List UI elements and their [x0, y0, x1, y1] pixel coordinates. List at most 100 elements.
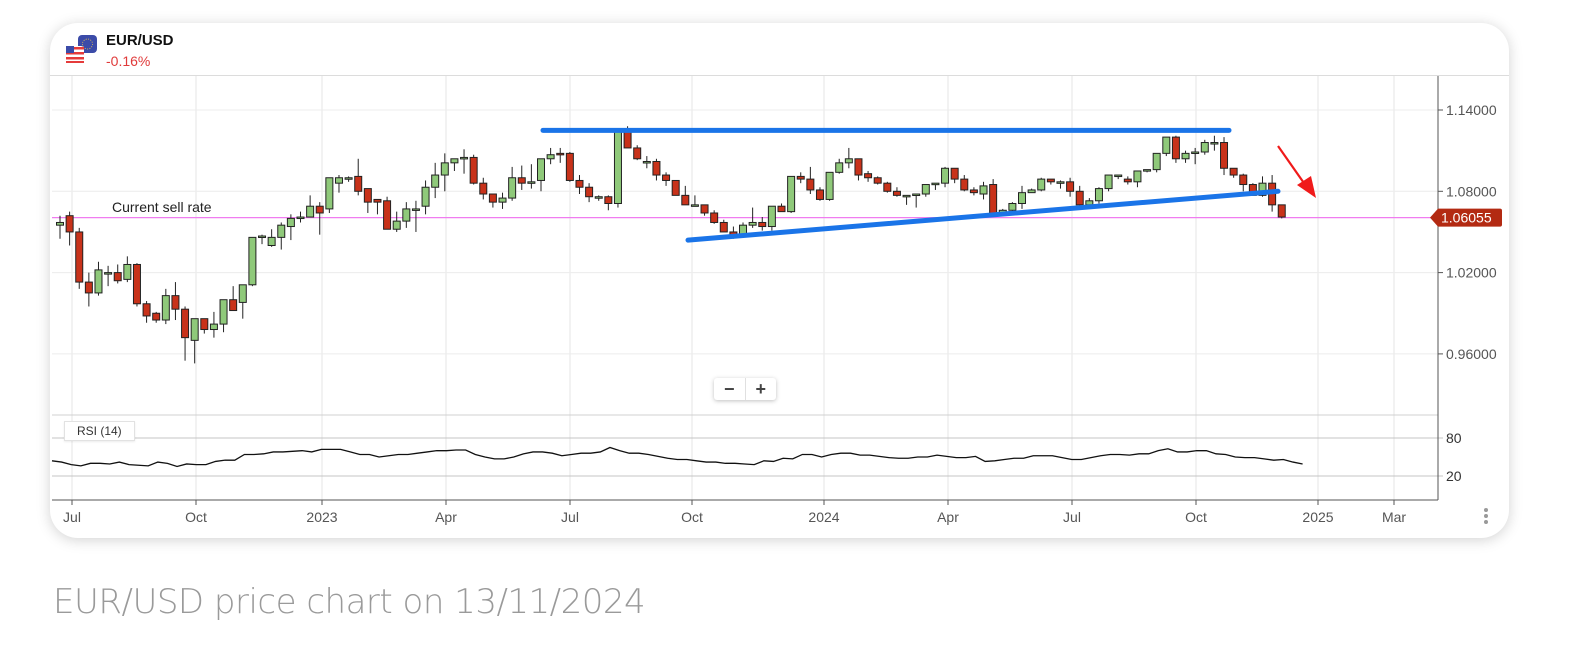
- candle-body-bearish: [758, 221, 767, 228]
- time-tick-label: Jul: [1063, 509, 1081, 525]
- candle: [209, 311, 218, 338]
- candle: [517, 165, 526, 190]
- candlesticks: [56, 126, 1286, 364]
- candle-body-bullish: [450, 158, 459, 164]
- candle-body-bullish: [248, 236, 257, 286]
- price-tick-label: 1.08000: [1446, 183, 1497, 199]
- candle: [825, 171, 834, 201]
- candle: [806, 166, 815, 195]
- candle: [190, 318, 199, 364]
- candle: [56, 215, 64, 239]
- candle-body-bearish: [200, 318, 209, 331]
- candle: [161, 288, 170, 325]
- candle-body-bullish: [94, 269, 103, 294]
- time-axis: Jul Oct 2023 Apr Jul Oct 2024 Apr Jul Oct 2025 Mar: [63, 500, 1406, 525]
- candle-body-bearish: [671, 179, 680, 196]
- candle: [1027, 188, 1036, 194]
- price-axis: 1.14000 1.08000 1.02000 0.96000 80 20: [1438, 102, 1497, 484]
- candle-body-bearish: [633, 147, 642, 160]
- candle-body-bullish: [1008, 202, 1017, 211]
- candle: [171, 282, 180, 321]
- candle-body-bearish: [710, 212, 719, 223]
- candle-body-bullish: [440, 162, 449, 176]
- price-tick-label: 1.02000: [1446, 265, 1497, 281]
- candle-body-bearish: [373, 198, 382, 203]
- candle: [296, 211, 305, 223]
- time-tick-label: Mar: [1382, 509, 1406, 525]
- candle-body-bullish: [344, 177, 353, 180]
- candle: [1133, 170, 1142, 188]
- candle-body-bullish: [56, 221, 64, 226]
- time-tick-label: 2023: [306, 509, 337, 525]
- candle-body-bearish: [152, 312, 161, 321]
- zoom-out-button[interactable]: −: [723, 378, 735, 399]
- candle: [469, 154, 478, 185]
- candle-body-bullish: [1143, 169, 1152, 172]
- candle-body-bearish: [75, 231, 84, 283]
- more-options-icon[interactable]: [1480, 507, 1492, 527]
- candle: [681, 185, 690, 206]
- candle: [787, 175, 796, 213]
- candle: [537, 158, 545, 192]
- trendline-support[interactable]: [685, 188, 1281, 243]
- candle: [613, 131, 622, 208]
- price-tick-label: 0.96000: [1446, 346, 1497, 362]
- rsi-tick-label: 20: [1446, 468, 1462, 484]
- candle-body-bearish: [777, 205, 786, 213]
- candle: [142, 301, 151, 323]
- candle: [334, 175, 343, 193]
- rsi-indicator-label[interactable]: RSI (14): [64, 421, 135, 441]
- candle: [123, 256, 132, 283]
- candle: [152, 311, 161, 323]
- candle-body-bearish: [181, 308, 190, 339]
- candle: [700, 204, 709, 216]
- time-tick-label: Jul: [561, 509, 579, 525]
- candle-body-bullish: [787, 175, 796, 213]
- candle: [690, 195, 699, 207]
- candle: [1018, 185, 1026, 209]
- candle-body-bullish: [1152, 152, 1161, 171]
- candle: [758, 217, 767, 231]
- grid-lines: [52, 76, 1438, 500]
- candle: [835, 158, 844, 174]
- candle: [1229, 167, 1238, 178]
- candle-body-bearish: [315, 205, 324, 214]
- candle: [248, 236, 257, 287]
- candle: [950, 167, 959, 184]
- candle: [864, 170, 873, 182]
- candle: [421, 180, 430, 215]
- zoom-in-button[interactable]: +: [755, 378, 766, 399]
- candle-body-bullish: [1258, 182, 1267, 196]
- candle-body-bullish: [748, 221, 757, 226]
- candle-body-bullish: [835, 162, 844, 173]
- candle: [671, 179, 680, 196]
- candle: [402, 202, 411, 228]
- candle-body-bearish: [488, 193, 497, 203]
- candle: [94, 261, 103, 296]
- candle: [979, 181, 988, 200]
- candle-body-bullish: [1104, 174, 1113, 190]
- candle-body-bearish: [652, 160, 661, 176]
- candle: [960, 175, 969, 192]
- candle: [969, 187, 978, 196]
- candle: [363, 188, 372, 213]
- candle: [546, 147, 555, 165]
- candle: [1046, 178, 1055, 185]
- candle: [383, 196, 392, 230]
- candle: [777, 203, 786, 213]
- candle: [277, 222, 286, 250]
- time-tick-label: 2025: [1302, 509, 1333, 525]
- price-tick-label: 1.14000: [1446, 102, 1497, 118]
- candle: [1239, 173, 1248, 192]
- candle-body-bullish: [912, 193, 921, 197]
- candle-body-bullish: [613, 131, 622, 204]
- candle: [1056, 180, 1065, 189]
- rsi-line: [51, 446, 1303, 468]
- candle-body-bearish: [662, 174, 671, 181]
- candle-body-bullish: [306, 205, 315, 218]
- candle: [652, 158, 661, 181]
- candle: [912, 193, 921, 208]
- candle-body-bearish: [1171, 136, 1180, 160]
- candle: [315, 202, 324, 235]
